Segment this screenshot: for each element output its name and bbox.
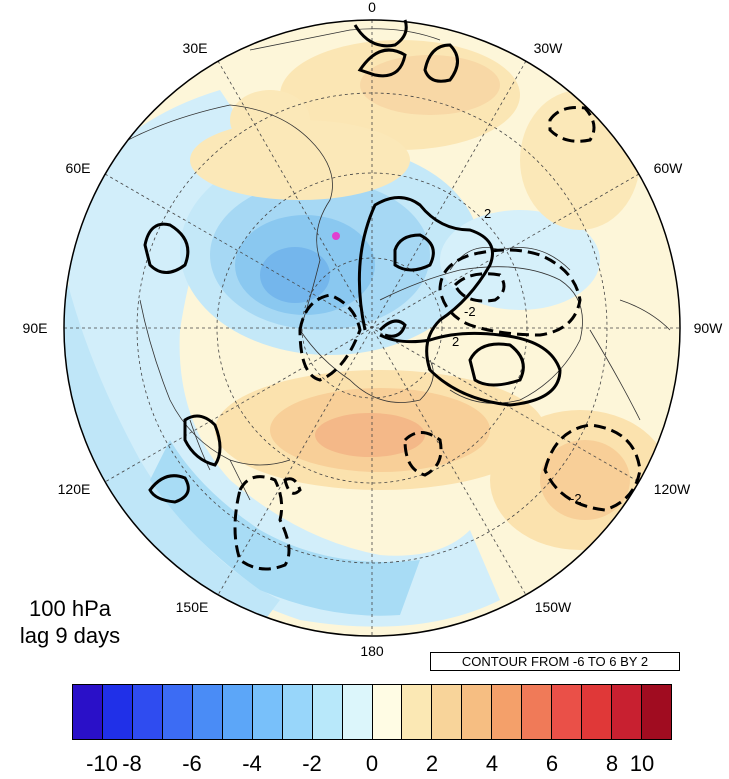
lon-label-120w: 120W bbox=[654, 481, 691, 497]
pressure-level-label: 100 hPa bbox=[29, 596, 111, 621]
colorbar-label: -4 bbox=[242, 751, 262, 776]
solid-contours bbox=[143, 19, 562, 504]
colorbar-label: -8 bbox=[122, 751, 142, 776]
colorbar bbox=[72, 684, 672, 740]
lon-label-60w: 60W bbox=[654, 160, 684, 176]
coastlines bbox=[109, 28, 671, 501]
colorbar-box bbox=[582, 685, 613, 739]
contour-label: 2 bbox=[452, 334, 459, 349]
colorbar-box bbox=[102, 685, 133, 739]
colorbar-box bbox=[462, 685, 493, 739]
lon-label-150e: 150E bbox=[176, 599, 209, 615]
lag-label: lag 9 days bbox=[19, 623, 121, 648]
contour-info-box: CONTOUR FROM -6 TO 6 BY 2 bbox=[430, 652, 680, 671]
colorbar-box bbox=[282, 685, 313, 739]
colorbar-box bbox=[162, 685, 193, 739]
lon-label-180: 180 bbox=[360, 643, 384, 659]
longitude-labels: 0 30W 60W 90W 120W 150W 180 150E 120E 90… bbox=[23, 0, 724, 659]
colorbar-label: 10 bbox=[629, 751, 655, 776]
colorbar-label: 0 bbox=[365, 751, 379, 776]
colorbar-box bbox=[612, 685, 643, 739]
colorbar-label: 6 bbox=[545, 751, 559, 776]
marker-star-icon bbox=[332, 232, 340, 240]
colorbar-label: 8 bbox=[605, 751, 619, 776]
colorbar-box bbox=[642, 685, 672, 739]
dashed-contours bbox=[233, 106, 642, 571]
colorbar-box bbox=[372, 685, 403, 739]
colorbar-label: 4 bbox=[485, 751, 499, 776]
lon-label-150w: 150W bbox=[535, 599, 572, 615]
contour-label: -2 bbox=[464, 304, 476, 319]
lon-label-60e: 60E bbox=[66, 160, 91, 176]
colorbar-label: -10 bbox=[86, 751, 118, 776]
globe-outline bbox=[63, 19, 681, 637]
colorbar-label: -2 bbox=[302, 751, 322, 776]
colorbar-box bbox=[402, 685, 433, 739]
colorbar-box bbox=[522, 685, 553, 739]
colorbar-label: 2 bbox=[425, 751, 439, 776]
lon-label-90e: 90E bbox=[23, 320, 48, 336]
lon-label-90w: 90W bbox=[694, 320, 724, 336]
colorbar-box bbox=[192, 685, 223, 739]
colorbar-labels: -10 -8 -6 -4 -2 0 2 4 6 8 10 bbox=[72, 751, 672, 777]
colorbar-box bbox=[252, 685, 283, 739]
colorbar-box bbox=[73, 685, 103, 739]
lon-label-30w: 30W bbox=[534, 40, 564, 56]
colorbar-label: -6 bbox=[182, 751, 202, 776]
lon-label-30e: 30E bbox=[183, 40, 208, 56]
colorbar-box bbox=[132, 685, 163, 739]
colorbar-box bbox=[342, 685, 373, 739]
contour-labels: 2 2 -2 -2 bbox=[452, 206, 582, 506]
contour-label: -2 bbox=[570, 491, 582, 506]
colorbar-box bbox=[312, 685, 343, 739]
grid-lines bbox=[64, 20, 680, 636]
contour-label: 2 bbox=[484, 206, 491, 221]
colorbar-box bbox=[432, 685, 463, 739]
colorbar-box bbox=[552, 685, 583, 739]
lon-label-120e: 120E bbox=[58, 481, 91, 497]
colorbar-box bbox=[222, 685, 253, 739]
colorbar-box bbox=[492, 685, 523, 739]
lon-label-0: 0 bbox=[368, 0, 376, 15]
